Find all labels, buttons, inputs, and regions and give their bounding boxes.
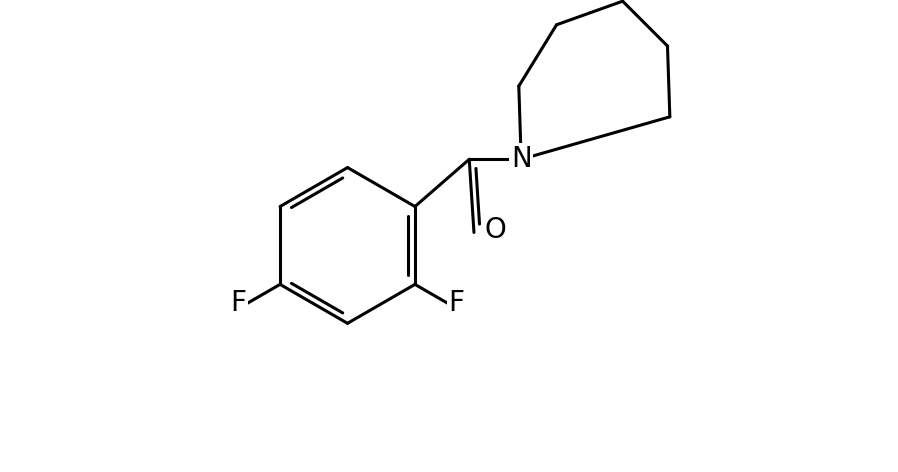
Text: O: O xyxy=(484,216,506,244)
Text: N: N xyxy=(511,145,532,173)
Text: F: F xyxy=(231,289,246,317)
Text: F: F xyxy=(449,289,464,317)
